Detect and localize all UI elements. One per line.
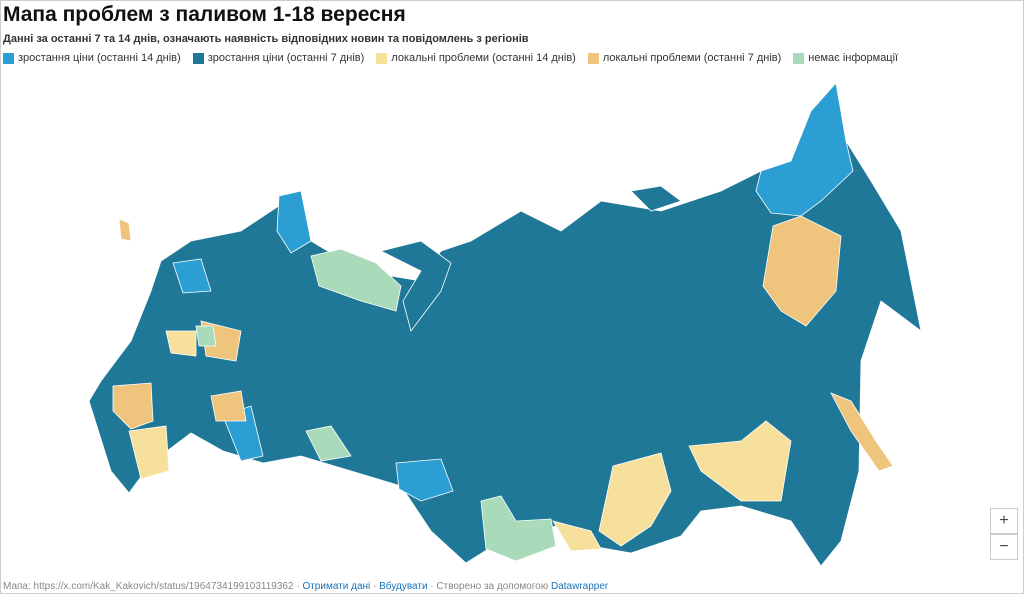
legend-item: немає інформації [793,52,898,64]
title: Мапа проблем з паливом 1-18 вересня [3,3,406,26]
legend-swatch [793,52,805,64]
region [598,452,672,547]
legend-item: локальні проблеми (останні 14 днів) [376,52,576,64]
embed-link[interactable]: Вбудувати [379,581,428,592]
region [305,425,352,462]
source: Мапа: https://x.com/Kak_Kakovich/status/… [3,581,294,592]
zoom-in[interactable]: + [990,508,1018,534]
region [112,382,154,430]
legend-label: локальні проблеми (останні 7 днів) [602,52,782,64]
legend-item: зростання ціни (останні 7 днів) [192,52,365,64]
region [395,458,454,502]
region [379,240,452,332]
region [195,325,217,347]
legend-label: локальні проблеми (останні 14 днів) [391,52,576,64]
region [128,425,170,480]
legend-swatch [587,52,599,64]
zoom-out[interactable]: − [990,534,1018,560]
region [165,330,197,357]
region [688,420,792,502]
subtitle: Данні за останні 7 та 14 днів, означають… [3,33,529,45]
region [210,390,247,422]
region [172,258,212,294]
region [480,495,557,562]
legend-swatch [3,52,14,64]
legend-item: локальні проблеми (останні 7 днів) [587,52,782,64]
region [310,248,402,312]
footer: Мапа: https://x.com/Kak_Kakovich/status/… [3,581,609,592]
legend-swatch [192,52,204,64]
map [88,82,922,567]
tool-link[interactable]: Datawrapper [550,581,609,592]
region [755,82,854,217]
region [276,190,312,254]
region [830,392,894,472]
legend-label: немає інформації [808,52,899,64]
region [762,215,842,327]
region [630,185,682,212]
legend-swatch [376,52,388,64]
legend-label: зростання ціни (останні 7 днів) [207,52,365,64]
legend-label: зростання ціни (останні 14 днів) [18,52,181,64]
legend: зростання ціни (останні 14 днів) зростанн… [3,52,898,64]
legend-item: зростання ціни (останні 14 днів) [3,52,181,64]
get-data-link[interactable]: Отримати дані [302,581,371,592]
region [118,218,132,242]
region [552,520,602,552]
created-by: Створено за допомогою [436,581,549,592]
